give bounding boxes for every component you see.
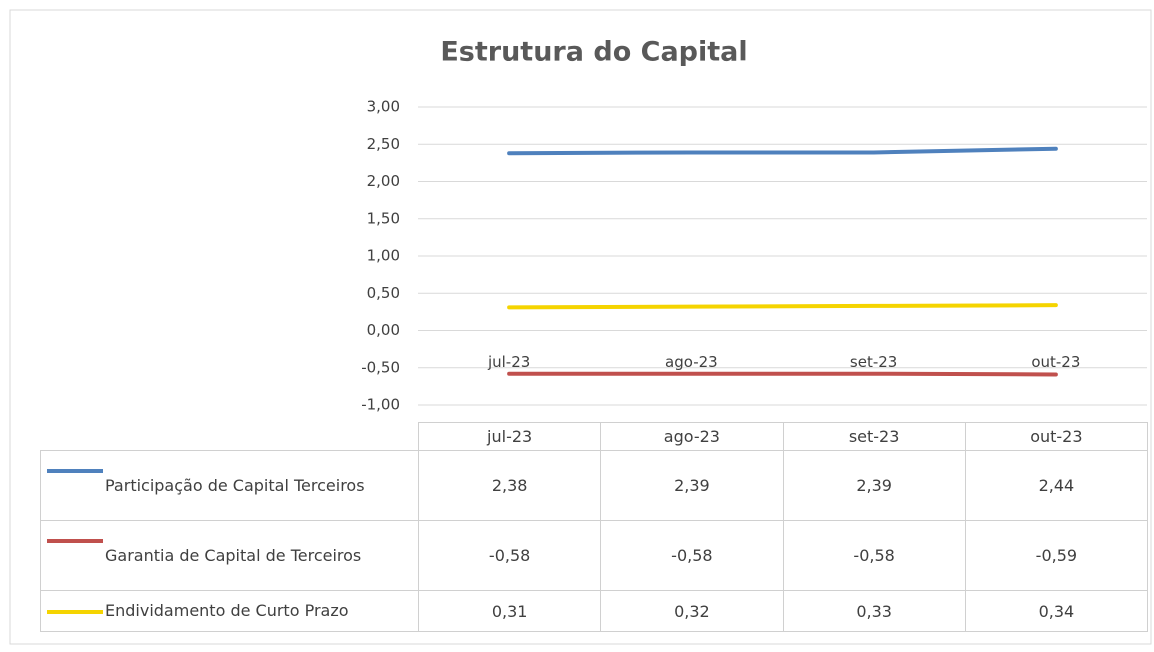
table-value-cell: 2,39 xyxy=(600,450,784,521)
y-tick-label: 1,00 xyxy=(367,247,400,265)
table-value-cell: 0,32 xyxy=(600,590,784,632)
y-tick-label: 1,50 xyxy=(367,209,400,227)
series-line xyxy=(507,146,1058,156)
x-tick-label: set-23 xyxy=(850,353,897,371)
legend-label: Garantia de Capital de Terceiros xyxy=(105,545,362,565)
chart-title: Estrutura do Capital xyxy=(440,37,747,68)
legend-cell: Endividamento de Curto Prazo xyxy=(40,590,419,632)
table-value-cell: -0,58 xyxy=(782,520,966,591)
table-header-cell: set-23 xyxy=(782,422,966,451)
y-tick-label: 0,50 xyxy=(367,284,400,302)
legend-key xyxy=(47,469,103,473)
table-value-cell: 2,39 xyxy=(782,450,966,521)
y-tick-label: 0,00 xyxy=(367,321,400,339)
y-tick-label: 2,50 xyxy=(367,135,400,153)
table-value-cell: 2,38 xyxy=(418,450,602,521)
table-header-cell: out-23 xyxy=(964,422,1148,451)
table-value-cell: 0,31 xyxy=(418,590,602,632)
y-tick-label: 2,00 xyxy=(367,172,400,190)
x-tick-label: ago-23 xyxy=(665,353,718,371)
table-value-cell: 0,33 xyxy=(782,590,966,632)
table-value-cell: 2,44 xyxy=(964,450,1148,521)
legend-cell: Participação de Capital Terceiros xyxy=(40,450,419,521)
table-value-cell: -0,58 xyxy=(418,520,602,591)
x-tick-label: out-23 xyxy=(1031,353,1080,371)
legend-key xyxy=(47,539,103,543)
table-value-cell: -0,59 xyxy=(964,520,1148,591)
series-line xyxy=(507,303,1058,310)
y-tick-label: -0,50 xyxy=(361,358,400,376)
legend-label: Participação de Capital Terceiros xyxy=(105,475,365,495)
y-tick-label: -1,00 xyxy=(361,396,400,414)
chart-border xyxy=(9,9,1152,645)
legend-cell: Garantia de Capital de Terceiros xyxy=(40,520,419,591)
legend-key xyxy=(47,610,103,614)
table-header-cell: jul-23 xyxy=(418,422,602,451)
table-header-cell: ago-23 xyxy=(600,422,784,451)
x-tick-label: jul-23 xyxy=(487,353,530,371)
table-value-cell: 0,34 xyxy=(964,590,1148,632)
table-value-cell: -0,58 xyxy=(600,520,784,591)
series-line xyxy=(507,371,1058,377)
legend-label: Endividamento de Curto Prazo xyxy=(105,601,349,620)
y-tick-label: 3,00 xyxy=(367,98,400,116)
